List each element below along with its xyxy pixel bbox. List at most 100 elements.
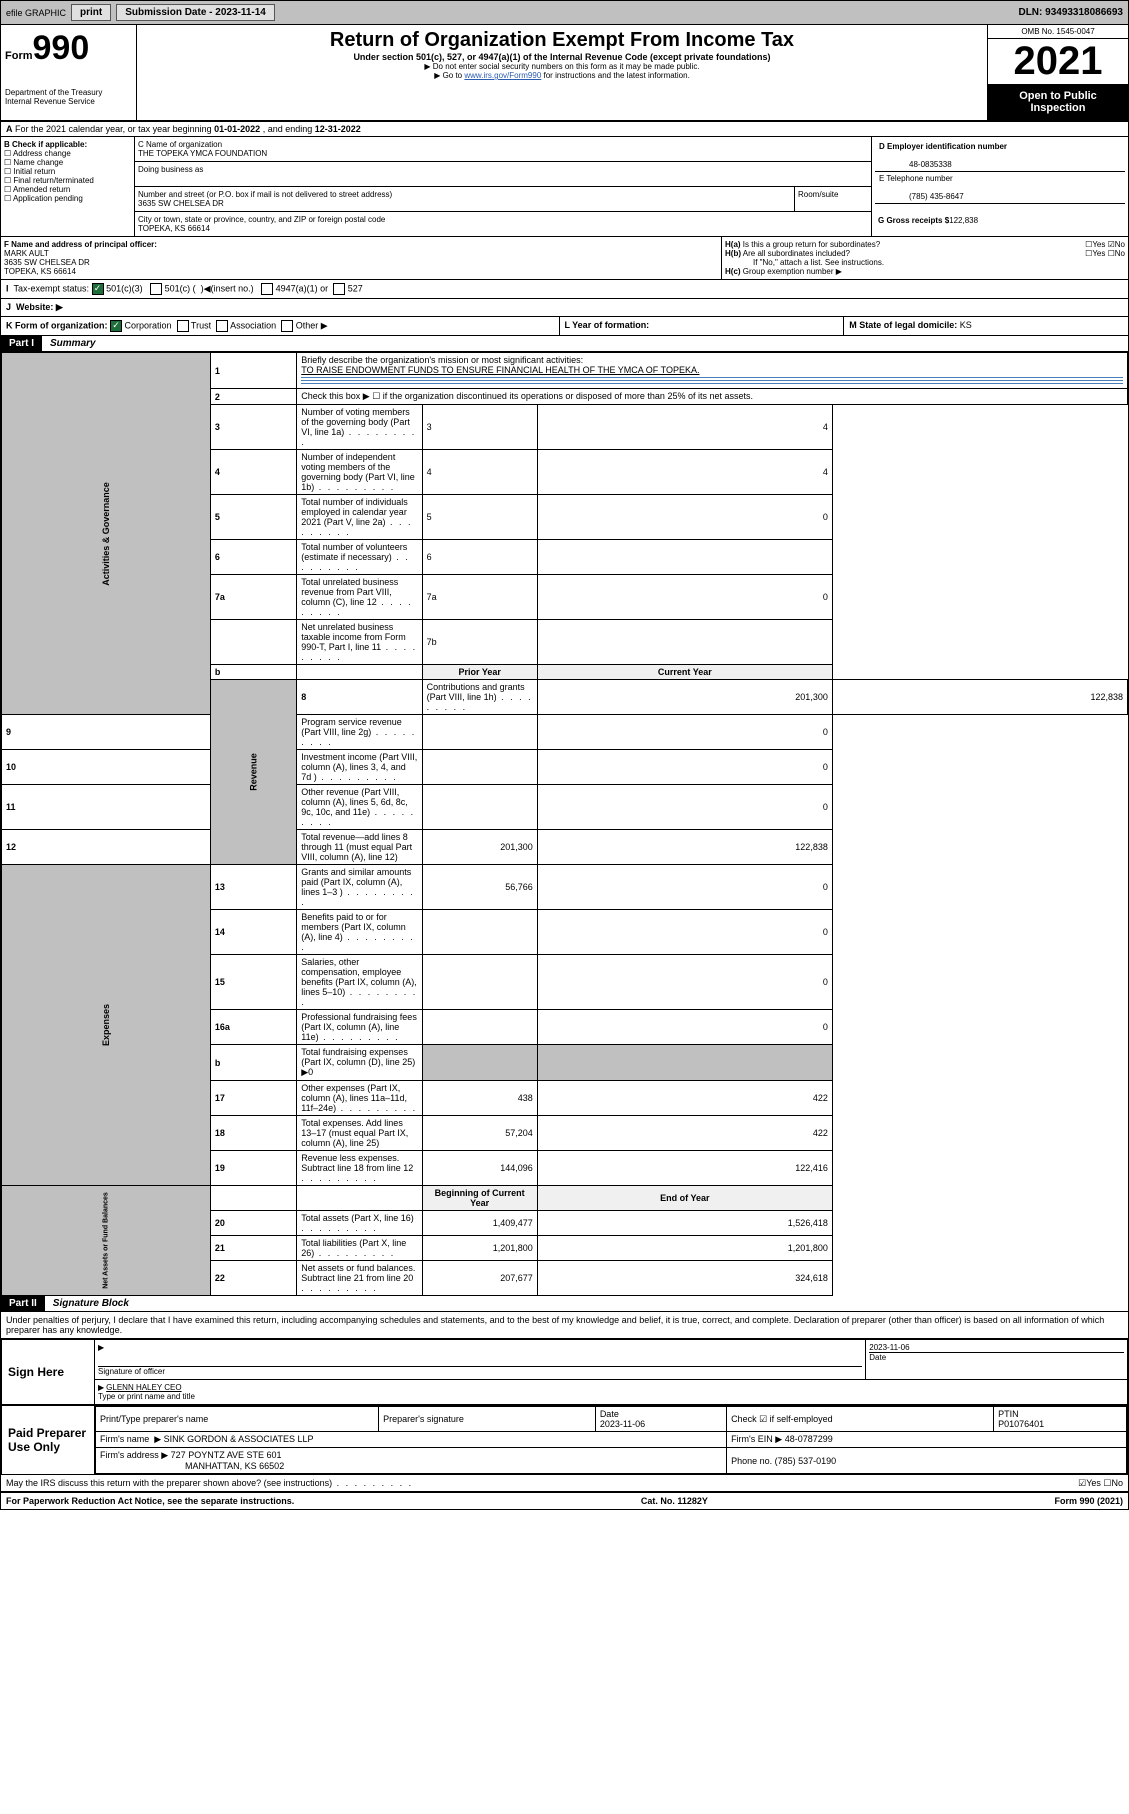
corp-checkbox[interactable]: [110, 320, 122, 332]
org-name: THE TOPEKA YMCA FOUNDATION: [138, 149, 267, 158]
q1-text: Briefly describe the organization's miss…: [301, 355, 583, 365]
preparer-name-label: Print/Type preparer's name: [96, 1407, 379, 1432]
other-checkbox[interactable]: [281, 320, 293, 332]
b-opt: ☐ Amended return: [4, 185, 131, 194]
type-name-label: Type or print name and title: [98, 1392, 195, 1401]
boy-hdr: Beginning of Current Year: [422, 1186, 537, 1211]
firm-addr2: MANHATTAN, KS 66502: [185, 1461, 284, 1471]
b-opt: ☐ Address change: [4, 149, 131, 158]
vtab-exp: Expenses: [101, 925, 111, 1125]
section-b: B Check if applicable: ☐ Address change …: [1, 137, 135, 236]
prior-year-hdr: Prior Year: [422, 665, 537, 680]
b-opt: ☐ Name change: [4, 158, 131, 167]
form-subtitle: Under section 501(c), 527, or 4947(a)(1)…: [141, 52, 983, 62]
irs-link[interactable]: www.irs.gov/Form990: [464, 71, 541, 80]
dept-label: Department of the Treasury: [5, 88, 132, 97]
hb-yesno: ☐Yes ☐No: [1085, 249, 1125, 258]
ptin-value: P01076401: [998, 1419, 1044, 1429]
sign-here-label: Sign Here: [2, 1340, 95, 1404]
footer: For Paperwork Reduction Act Notice, see …: [1, 1492, 1128, 1509]
ssn-warning: ▶ Do not enter social security numbers o…: [141, 62, 983, 71]
paid-preparer-label: Paid Preparer Use Only: [2, 1406, 95, 1474]
current-year-hdr: Current Year: [537, 665, 832, 680]
eoy-hdr: End of Year: [537, 1186, 832, 1211]
telephone: (785) 435-8647: [909, 192, 964, 201]
sign-date-val: 2023-11-06: [869, 1343, 909, 1352]
gross-receipts: 122,838: [949, 216, 978, 225]
self-employed-label: Check ☑ if self-employed: [727, 1407, 994, 1432]
may-discuss-text: May the IRS discuss this return with the…: [6, 1478, 413, 1488]
form-number: 990: [33, 29, 90, 67]
irs-label: Internal Revenue Service: [5, 97, 132, 106]
ha-yesno: ☐Yes ☑No: [1085, 240, 1125, 249]
part2-title: Signature Block: [53, 1298, 129, 1309]
goto-link: ▶ Go to www.irs.gov/Form990 for instruct…: [141, 71, 983, 80]
officer-name-title: GLENN HALEY CEO: [106, 1383, 181, 1392]
f-label: F Name and address of principal officer:: [4, 240, 157, 249]
ein-value: 48-0835338: [909, 160, 952, 169]
submission-date-button[interactable]: Submission Date - 2023-11-14: [116, 4, 275, 21]
l-label: L Year of formation:: [565, 320, 650, 330]
toolbar: efile GRAPHIC print Submission Date - 20…: [1, 1, 1128, 25]
open-public-badge: Open to PublicInspection: [988, 84, 1128, 120]
omb-label: OMB No. 1545-0047: [988, 25, 1128, 39]
hc-text: Group exemption number ▶: [743, 267, 842, 276]
ha-text: Is this a group return for subordinates?: [743, 240, 880, 249]
cat-no: Cat. No. 11282Y: [641, 1496, 708, 1506]
form-version: Form 990 (2021): [1054, 1496, 1123, 1506]
paperwork-notice: For Paperwork Reduction Act Notice, see …: [6, 1496, 294, 1506]
vtab-rev: Revenue: [249, 733, 259, 810]
assoc-checkbox[interactable]: [216, 320, 228, 332]
b-opt: ☐ Initial return: [4, 167, 131, 176]
summary-table: Activities & Governance 1 Briefly descri…: [1, 352, 1128, 1296]
g-label: G Gross receipts $: [878, 216, 949, 225]
section-c: C Name of organizationTHE TOPEKA YMCA FO…: [135, 137, 871, 236]
declaration-text: Under penalties of perjury, I declare th…: [1, 1312, 1128, 1339]
form-header: Form990 Department of the Treasury Inter…: [1, 25, 1128, 122]
city-state-zip: TOPEKA, KS 66614: [138, 224, 210, 233]
4947-checkbox[interactable]: [261, 283, 273, 295]
officer-name: MARK AULT: [4, 249, 49, 258]
firm-phone: (785) 537-0190: [775, 1456, 837, 1466]
form-title: Return of Organization Exempt From Incom…: [141, 29, 983, 52]
dba-label: Doing business as: [138, 165, 203, 174]
501c-checkbox[interactable]: [150, 283, 162, 295]
d-label: D Employer identification number: [879, 142, 1007, 151]
b-opt: ☐ Application pending: [4, 194, 131, 203]
firm-ein: 48-0787299: [785, 1434, 833, 1444]
hb-text: Are all subordinates included?: [743, 249, 850, 258]
527-checkbox[interactable]: [333, 283, 345, 295]
may-yesno: ☑Yes ☐No: [1078, 1478, 1123, 1489]
trust-checkbox[interactable]: [177, 320, 189, 332]
501c3-checkbox[interactable]: [92, 283, 104, 295]
vtab-ag: Activities & Governance: [101, 434, 111, 634]
vtab-na: Net Assets or Fund Balances: [102, 1141, 109, 1341]
addr-label: Number and street (or P.O. box if mail i…: [138, 190, 392, 199]
room-label: Room/suite: [798, 190, 838, 199]
firm-addr1: 727 POYNTZ AVE STE 601: [171, 1450, 282, 1460]
efile-label: efile GRAPHIC: [6, 8, 66, 18]
print-button[interactable]: print: [71, 4, 111, 21]
city-label: City or town, state or province, country…: [138, 215, 385, 224]
officer-addr1: 3635 SW CHELSEA DR: [4, 258, 90, 267]
tax-year: 2021: [988, 39, 1128, 84]
sig-officer-label: Signature of officer: [98, 1367, 165, 1376]
b-header: B Check if applicable:: [4, 140, 131, 149]
part2-bar: Part II: [1, 1296, 45, 1311]
q2-text: Check this box ▶ ☐ if the organization d…: [297, 389, 1128, 405]
firm-name: ▶ SINK GORDON & ASSOCIATES LLP: [154, 1434, 313, 1444]
m-label: M State of legal domicile:: [849, 320, 960, 330]
j-label: Website: ▶: [16, 302, 63, 313]
form-label: Form: [5, 50, 33, 62]
q1-answer: TO RAISE ENDOWMENT FUNDS TO ENSURE FINAN…: [301, 365, 699, 375]
street-address: 3635 SW CHELSEA DR: [138, 199, 224, 208]
officer-addr2: TOPEKA, KS 66614: [4, 267, 76, 276]
i-label: Tax-exempt status:: [14, 283, 90, 293]
line-a: A For the 2021 calendar year, or tax yea…: [1, 122, 1128, 137]
c-label: C Name of organization: [138, 140, 222, 149]
part1-title: Summary: [50, 338, 96, 349]
hb-note: If "No," attach a list. See instructions…: [753, 258, 884, 267]
part1-bar: Part I: [1, 336, 42, 351]
m-value: KS: [960, 320, 972, 330]
k-label: K Form of organization:: [6, 320, 108, 330]
